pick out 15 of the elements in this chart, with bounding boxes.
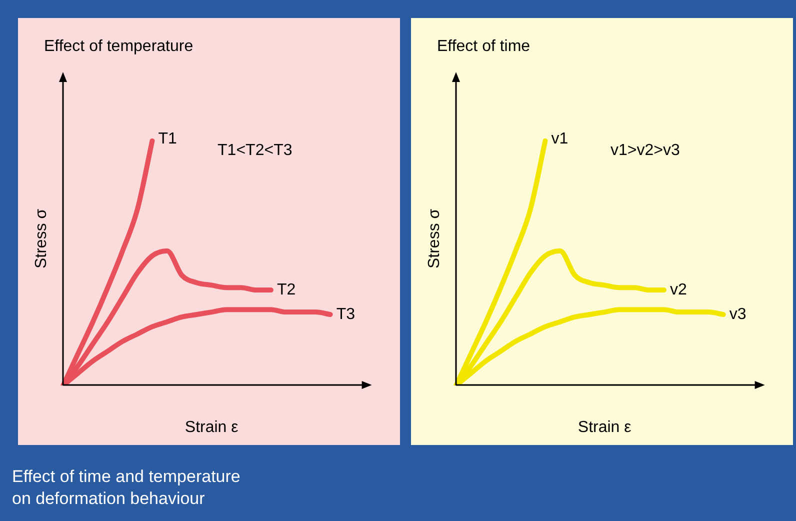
chart-title: Effect of temperature	[44, 38, 194, 56]
series-label: T1	[158, 130, 178, 148]
chart-title: Effect of time	[437, 38, 530, 56]
series-label: v3	[729, 306, 746, 323]
text: Effect of time and temperature on deformation behaviour	[12, 466, 240, 510]
annotation: T1<T2<T3	[218, 142, 292, 160]
series-label: v1	[551, 130, 568, 148]
x-axis-title: Strain ε	[578, 418, 632, 436]
series-label: T2	[276, 281, 296, 298]
y-axis-title: Stress σ	[33, 208, 50, 269]
annotation: v1>v2>v3	[610, 142, 680, 160]
x-axis-title: Strain ε	[184, 418, 238, 436]
y-axis-title: Stress σ	[426, 208, 444, 269]
series-label: v2	[670, 281, 687, 298]
series-label: T3	[336, 306, 356, 323]
